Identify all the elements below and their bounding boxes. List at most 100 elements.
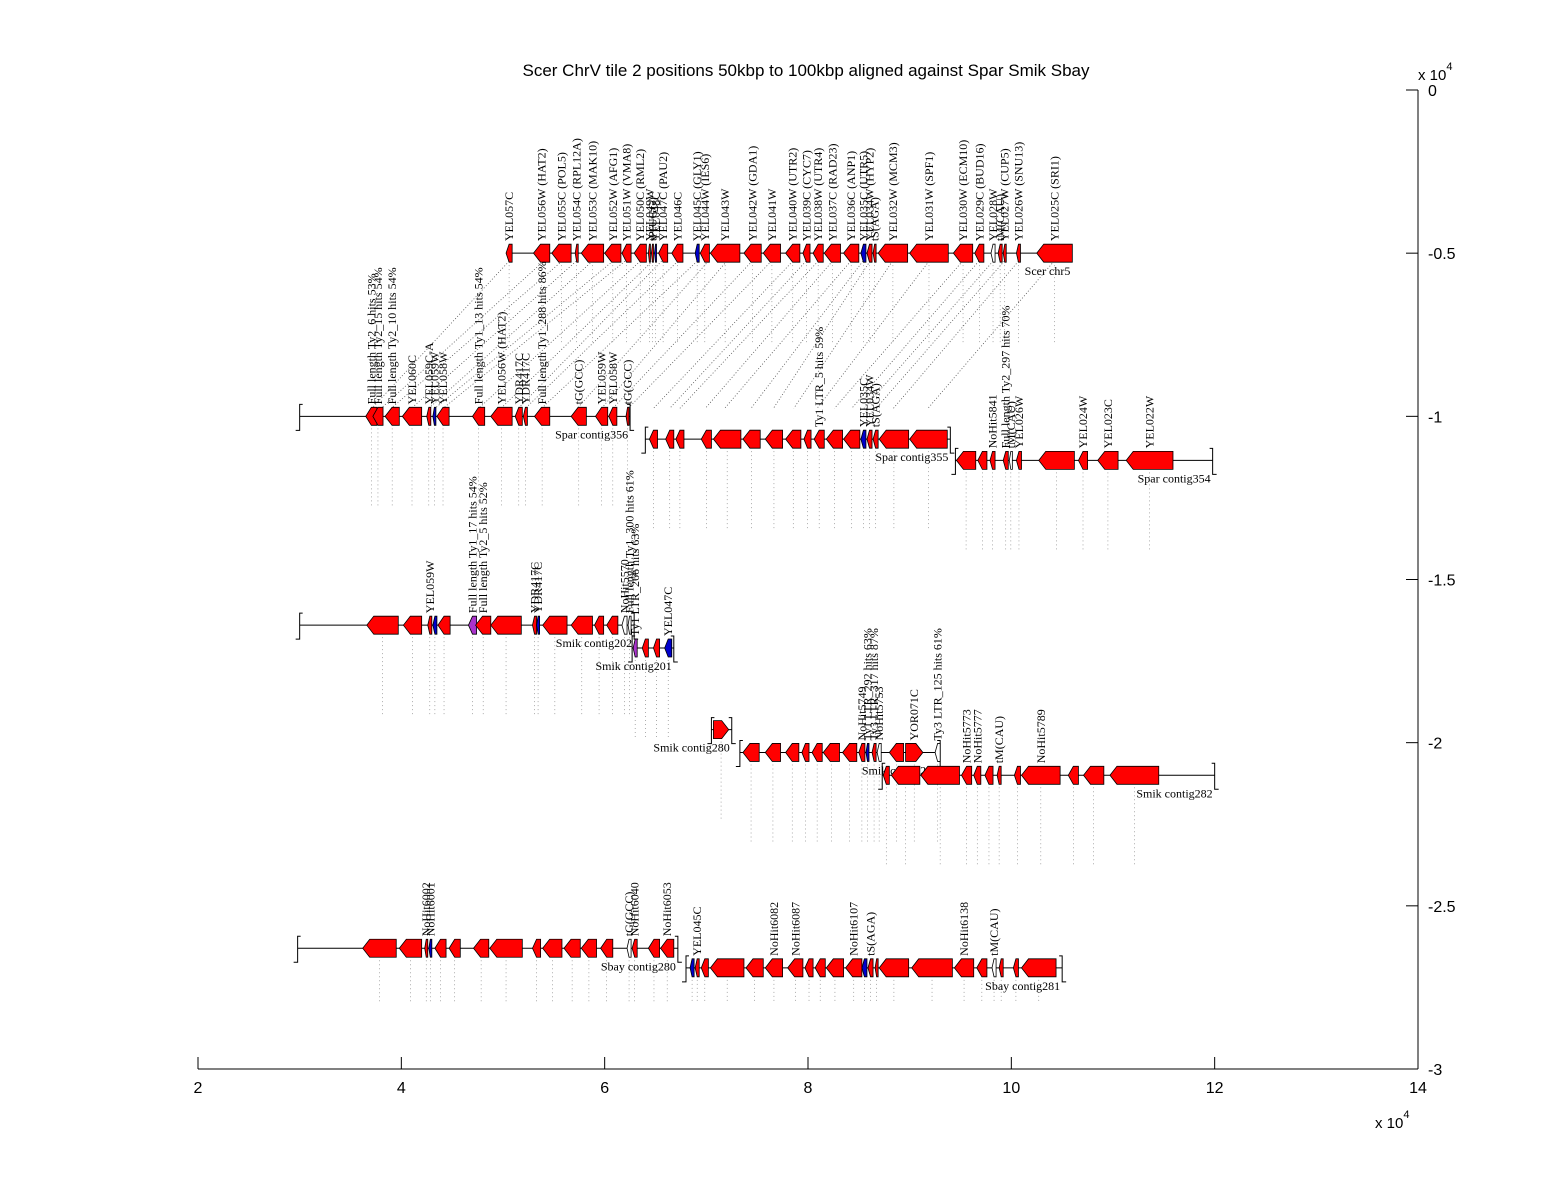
y-axis-ticks: 0 -0.5 -1 -1.5 -2 -2.5 -3 <box>1406 83 1456 1079</box>
gene-label: YEL037C (RAD23) <box>825 143 839 241</box>
gene-arrow <box>606 615 619 635</box>
contig-scer: YEL057C YEL056W (HAT2) YEL055C (POL5) YEL05… <box>502 138 1073 278</box>
gene-arrow <box>534 406 551 426</box>
gene-arrow <box>671 243 684 263</box>
contig-end-bracket <box>674 935 682 963</box>
gene-label: YEL022W <box>1143 395 1157 448</box>
contig-label: Sbay contig280 <box>601 959 676 973</box>
gene-label: YEL031W (SPF1) <box>922 152 936 241</box>
contig-end-bracket <box>1211 762 1219 790</box>
gene-label: YEL038W (UTR4) <box>811 148 825 241</box>
gene-arrow <box>648 429 658 449</box>
x-tick-label: 6 <box>600 1080 609 1097</box>
gene-arrow <box>802 243 811 263</box>
gene-arrow <box>785 429 802 449</box>
gene-label: tG(GCC) <box>572 360 586 405</box>
gene-arrow <box>658 243 669 263</box>
gene-arrow <box>427 615 433 635</box>
contig-end-bracket <box>627 403 635 431</box>
alignment-guide <box>371 260 510 409</box>
gene-label: YEL034W (HYP2) <box>863 148 877 241</box>
contig-smik201: Ty1 LTR_266 hits 63% YEL047C Smik contig20… <box>595 524 678 673</box>
gene-arrow <box>641 638 649 658</box>
gene-label: YEL030W (ECM10) <box>956 140 970 241</box>
gene-label: YEL029C (BUD16) <box>972 143 986 241</box>
y-tick-label: -1 <box>1428 409 1442 426</box>
gene-label: NoHit6002 <box>419 882 433 936</box>
gene-arrow <box>473 938 490 958</box>
gene-arrow <box>872 429 879 449</box>
gene-label: YEL058W <box>436 351 450 404</box>
gene-arrow <box>1067 765 1079 785</box>
gene-label: YEL042W (GDA1) <box>746 146 760 241</box>
gene-arrow <box>882 765 890 785</box>
gene-label: YEL053C (MAK10) <box>585 141 599 241</box>
contig-label: Smik contig280 <box>653 741 729 755</box>
contig-spar354: NoHit5841 Full length Ty2_297 hits 70%tM(… <box>951 305 1217 485</box>
gene-arrow <box>653 638 660 658</box>
gene-arrow <box>437 615 451 635</box>
gene-label: YEL056W (HAT2) <box>494 312 508 405</box>
gene-label: tM(CAU) <box>993 194 1007 241</box>
gene-arrow <box>865 743 870 762</box>
gene-label: YEL045C (GLY1) <box>690 151 704 241</box>
gene-label: tP(UGG) <box>645 197 659 241</box>
gene-label: Ty1 LTR_292 hits 63% <box>860 628 874 740</box>
gene-arrow <box>860 429 867 449</box>
y-tick-label: -3 <box>1428 1062 1442 1079</box>
alignment-guide <box>525 260 679 409</box>
gene-label: Full length Ty2_5 hits 52% <box>476 482 490 613</box>
gene-label: YEL034W <box>863 374 877 427</box>
gene-arrow <box>647 938 660 958</box>
contig-sbay281: YEL045C NoHit6082 NoHit6087 NoHit6107 tS(AGA… <box>682 902 1067 993</box>
gene-arrow <box>654 243 657 263</box>
alignment-guide <box>442 260 626 409</box>
gene-arrow <box>1012 958 1019 978</box>
gene-label: YEL027W (CUP5) <box>998 148 1012 241</box>
gene-label: YEL025C (SRI1) <box>1048 156 1062 241</box>
gene-arrow <box>434 938 447 958</box>
gene-label: YEL057C <box>502 192 516 241</box>
gene-label: Full length Ty1_300 hits 61% <box>623 470 637 613</box>
gene-arrow <box>823 243 841 263</box>
gene-arrow <box>812 243 824 263</box>
gene-arrow <box>976 958 988 978</box>
gene-label: YEL050C (RML2) <box>633 149 647 241</box>
gene-arrow <box>1083 765 1105 785</box>
contig-label: Spar contig356 <box>555 427 628 441</box>
gene-label: YEL049W <box>642 188 656 241</box>
gene-arrow <box>814 958 826 978</box>
gene-arrow <box>709 958 745 978</box>
contig-label: Scer chr5 <box>1025 264 1071 278</box>
gene-label: YEL044W (IES6) <box>698 154 712 241</box>
gene-label: YEL059C-A <box>422 342 436 404</box>
gene-arrow <box>1013 765 1021 785</box>
contig-label: Spar contig354 <box>1138 471 1211 485</box>
gene-label: NoHit6138 <box>957 902 971 956</box>
gene-label: NoHit6107 <box>847 902 861 956</box>
y-axis-exponent: x 104 <box>1418 61 1452 84</box>
gene-arrow <box>843 429 861 449</box>
gene-label: YDR417C <box>531 562 545 613</box>
gene-arrow <box>877 243 909 263</box>
gene-label: NoHit5753 <box>872 686 886 740</box>
gene-arrow <box>1016 450 1022 470</box>
contig-start-bracket <box>295 612 303 640</box>
gene-label: NoHit5841 <box>986 394 1000 448</box>
gene-arrow <box>952 243 974 263</box>
gene-arrow <box>742 743 760 762</box>
gene-label: YEL040W (UTR2) <box>786 148 800 241</box>
gene-arrow <box>977 450 988 470</box>
x-tick-label: 8 <box>804 1080 813 1097</box>
gene-arrow <box>631 938 638 958</box>
gene-arrow <box>532 243 551 263</box>
alignment-guide <box>500 260 653 409</box>
alignment-guides <box>371 260 1150 1004</box>
gene-arrow <box>700 429 712 449</box>
alignment-guide <box>679 260 819 409</box>
alignment-guide <box>793 260 893 409</box>
